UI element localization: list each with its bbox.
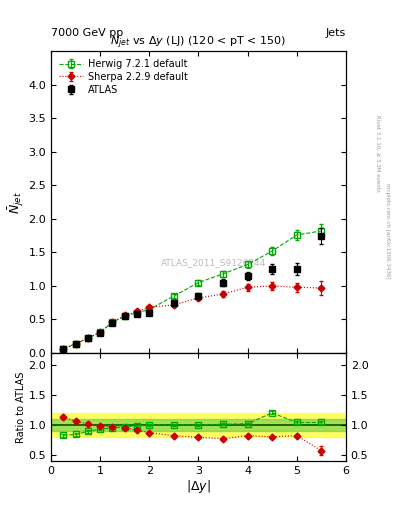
Y-axis label: Ratio to ATLAS: Ratio to ATLAS: [16, 371, 26, 442]
Text: mcplots.cern.ch [arXiv:1306.3436]: mcplots.cern.ch [arXiv:1306.3436]: [385, 183, 389, 278]
Bar: [51, 419, 346, 431]
Text: Jets: Jets: [325, 28, 346, 38]
Bar: [51, 413, 346, 437]
X-axis label: $|\Delta y|$: $|\Delta y|$: [186, 478, 211, 496]
Text: 7000 GeV pp: 7000 GeV pp: [51, 28, 123, 38]
Title: $N_{jet}$ vs $\Delta y$ (LJ) (120 < pT < 150): $N_{jet}$ vs $\Delta y$ (LJ) (120 < pT <…: [110, 35, 286, 51]
Text: Rivet 3.1.10, ≥ 3.3M events: Rivet 3.1.10, ≥ 3.3M events: [375, 115, 380, 192]
Text: ATLAS_2011_S9126244: ATLAS_2011_S9126244: [161, 258, 266, 267]
Legend: Herwig 7.2.1 default, Sherpa 2.2.9 default, ATLAS: Herwig 7.2.1 default, Sherpa 2.2.9 defau…: [56, 56, 191, 98]
Y-axis label: $\bar{N}_{jet}$: $\bar{N}_{jet}$: [6, 190, 26, 214]
